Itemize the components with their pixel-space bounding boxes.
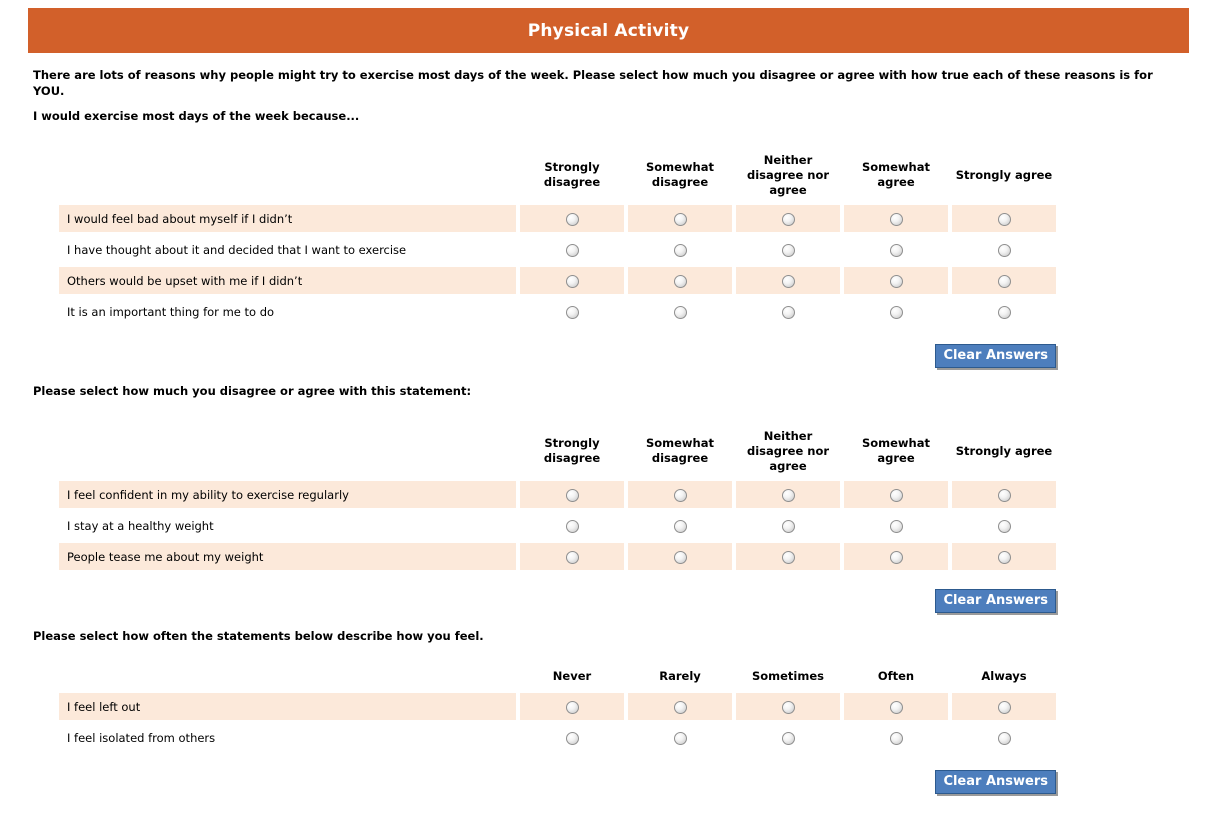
column-header: Strongly agree: [955, 167, 1053, 182]
section-prompt: Please select how much you disagree or a…: [33, 384, 472, 399]
column-header: Sometimes: [751, 668, 825, 683]
intro-paragraph: There are lots of reasons why people mig…: [33, 68, 1153, 98]
column-header: Neither disagree nor agree: [746, 152, 830, 197]
empty-corner-cell: [59, 149, 516, 201]
radio-option[interactable]: [997, 551, 1011, 565]
section-feelings-frequency: Please select how often the statements b…: [33, 629, 1178, 795]
radio-option[interactable]: [673, 306, 687, 320]
table-row: I would feel bad about myself if I didn’…: [59, 205, 1056, 233]
table-row: It is an important thing for me to do: [59, 298, 1056, 325]
row-label: I feel confident in my ability to exerci…: [59, 481, 516, 509]
question-stem: I would exercise most days of the week b…: [33, 109, 360, 124]
radio-option[interactable]: [565, 275, 579, 289]
radio-option[interactable]: [997, 489, 1011, 503]
column-header: Strongly disagree: [543, 436, 601, 466]
radio-option[interactable]: [997, 275, 1011, 289]
section-exercise-reasons: Strongly disagree Somewhat disagree Neit…: [33, 145, 1178, 369]
clear-answers-button[interactable]: Clear Answers: [935, 589, 1056, 614]
radio-option[interactable]: [781, 244, 795, 258]
radio-option[interactable]: [997, 244, 1011, 258]
radio-option[interactable]: [673, 275, 687, 289]
radio-option[interactable]: [565, 701, 579, 715]
radio-option[interactable]: [565, 213, 579, 227]
radio-option[interactable]: [565, 732, 579, 746]
column-header: Never: [552, 668, 592, 683]
matrix-table-statement-agreement: Strongly disagree Somewhat disagree Neit…: [55, 421, 1060, 574]
column-header: Somewhat agree: [861, 436, 931, 466]
column-header: Strongly disagree: [543, 160, 601, 190]
table-row: I have thought about it and decided that…: [59, 236, 1056, 263]
table-row: I feel isolated from others: [59, 724, 1056, 751]
radio-option[interactable]: [889, 520, 903, 534]
table-row: I feel left out: [59, 693, 1056, 721]
empty-corner-cell: [59, 663, 516, 689]
row-label: People tease me about my weight: [59, 543, 516, 571]
radio-option[interactable]: [889, 306, 903, 320]
radio-option[interactable]: [673, 551, 687, 565]
radio-option[interactable]: [565, 520, 579, 534]
radio-option[interactable]: [673, 732, 687, 746]
row-label: I would feel bad about myself if I didn’…: [59, 205, 516, 233]
radio-option[interactable]: [781, 489, 795, 503]
radio-option[interactable]: [673, 244, 687, 258]
radio-option[interactable]: [889, 732, 903, 746]
radio-option[interactable]: [673, 520, 687, 534]
section-statement-agreement: Please select how much you disagree or a…: [33, 384, 1178, 614]
section-prompt: Please select how often the statements b…: [33, 629, 484, 644]
radio-option[interactable]: [889, 213, 903, 227]
column-header: Strongly agree: [955, 443, 1053, 458]
survey-content: There are lots of reasons why people mig…: [33, 68, 1178, 806]
radio-option[interactable]: [781, 732, 795, 746]
table-row: I feel confident in my ability to exerci…: [59, 481, 1056, 509]
matrix-table-feelings-frequency: Never Rarely Sometimes Often Always I fe…: [55, 659, 1060, 755]
row-label: I stay at a healthy weight: [67, 518, 214, 533]
radio-option[interactable]: [889, 244, 903, 258]
empty-corner-cell: [59, 425, 516, 477]
column-header: Somewhat agree: [861, 160, 931, 190]
column-header: Always: [981, 668, 1027, 683]
radio-option[interactable]: [997, 213, 1011, 227]
radio-option[interactable]: [565, 489, 579, 503]
column-header: Somewhat disagree: [645, 160, 715, 190]
clear-answers-button[interactable]: Clear Answers: [935, 344, 1056, 369]
radio-option[interactable]: [997, 306, 1011, 320]
row-label: Others would be upset with me if I didn’…: [59, 267, 516, 295]
column-header: Rarely: [659, 668, 701, 683]
radio-option[interactable]: [889, 275, 903, 289]
column-header: Somewhat disagree: [645, 436, 715, 466]
page-title: Physical Activity: [527, 20, 690, 41]
radio-option[interactable]: [997, 701, 1011, 715]
radio-option[interactable]: [565, 306, 579, 320]
title-bar: Physical Activity: [28, 8, 1189, 53]
row-label: It is an important thing for me to do: [67, 304, 275, 319]
radio-option[interactable]: [781, 275, 795, 289]
radio-option[interactable]: [565, 244, 579, 258]
radio-option[interactable]: [673, 213, 687, 227]
clear-answers-button[interactable]: Clear Answers: [935, 770, 1056, 795]
table-row: I stay at a healthy weight: [59, 512, 1056, 539]
column-header: Neither disagree nor agree: [746, 428, 830, 473]
radio-option[interactable]: [781, 520, 795, 534]
radio-option[interactable]: [781, 306, 795, 320]
radio-option[interactable]: [673, 489, 687, 503]
table-row: People tease me about my weight: [59, 543, 1056, 571]
radio-option[interactable]: [889, 489, 903, 503]
matrix-table-exercise-reasons: Strongly disagree Somewhat disagree Neit…: [55, 145, 1060, 329]
radio-option[interactable]: [997, 520, 1011, 534]
row-label: I have thought about it and decided that…: [67, 242, 407, 257]
column-header: Often: [877, 668, 915, 683]
radio-option[interactable]: [673, 701, 687, 715]
row-label: I feel isolated from others: [67, 730, 216, 745]
table-row: Others would be upset with me if I didn’…: [59, 267, 1056, 295]
radio-option[interactable]: [997, 732, 1011, 746]
radio-option[interactable]: [781, 551, 795, 565]
radio-option[interactable]: [781, 213, 795, 227]
radio-option[interactable]: [565, 551, 579, 565]
radio-option[interactable]: [889, 701, 903, 715]
radio-option[interactable]: [889, 551, 903, 565]
row-label: I feel left out: [59, 693, 516, 721]
radio-option[interactable]: [781, 701, 795, 715]
